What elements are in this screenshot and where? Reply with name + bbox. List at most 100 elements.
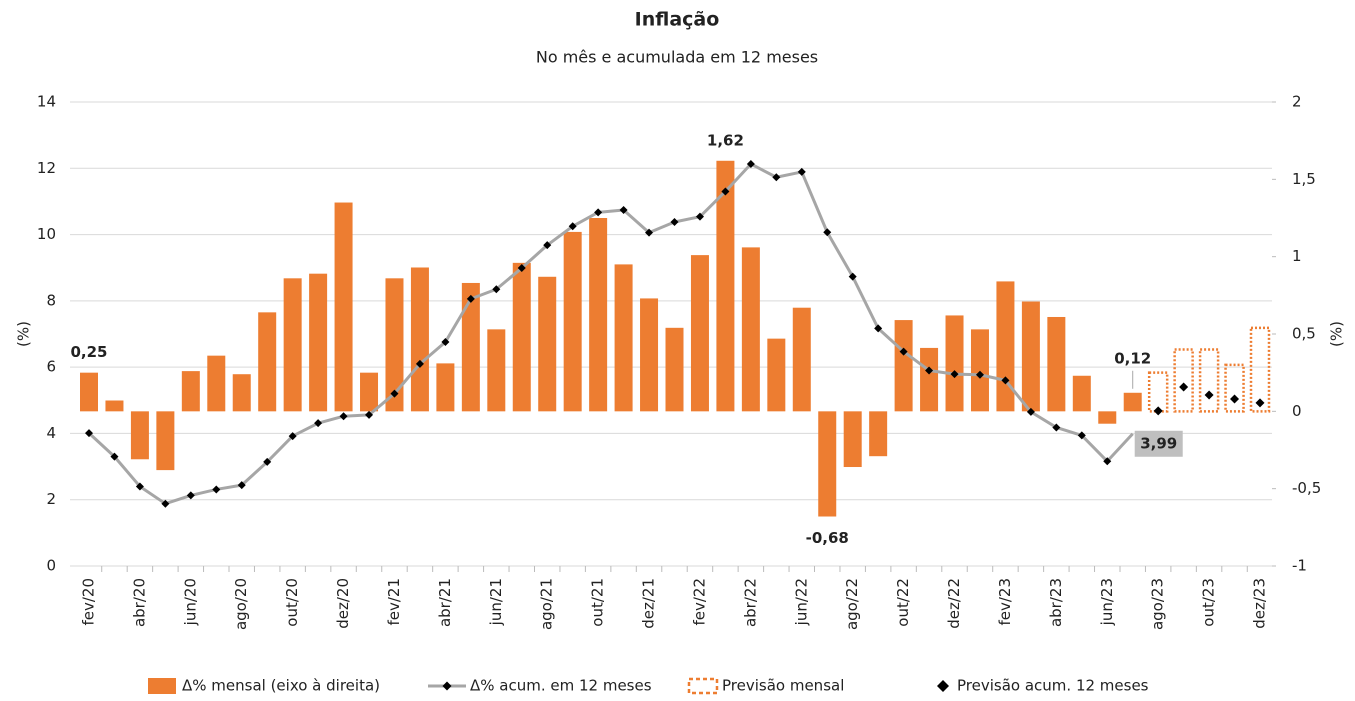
bar: [181, 371, 200, 412]
line-marker: [899, 347, 908, 356]
bar: [665, 327, 684, 412]
x-tick-label: dez/21: [640, 578, 658, 629]
x-tick-label: ago/23: [1149, 578, 1167, 630]
bar: [105, 400, 124, 412]
bar: [818, 411, 837, 517]
line-marker: [339, 412, 348, 421]
x-tick-label: jun/23: [1098, 578, 1116, 626]
line-marker: [161, 499, 170, 508]
bar: [843, 411, 862, 468]
x-tick-label: dez/20: [334, 578, 352, 629]
bar: [385, 278, 404, 412]
line-marker: [823, 228, 832, 237]
bar: [614, 264, 633, 412]
x-tick-label: jun/20: [181, 578, 199, 626]
line-marker: [212, 485, 221, 494]
y2-axis-label: (%): [1328, 321, 1346, 347]
forecast-bar: [1198, 348, 1220, 413]
x-tick-label: ago/21: [538, 578, 556, 630]
line-marker: [1077, 431, 1086, 440]
line-marker: [772, 173, 781, 182]
y2-tick-label: 1,5: [1292, 170, 1316, 188]
bar: [1021, 301, 1040, 412]
forecast-marker: [1230, 394, 1240, 404]
bar: [741, 247, 760, 412]
bar: [436, 363, 455, 412]
x-tick-label: out/22: [894, 578, 912, 627]
line-marker: [568, 222, 577, 231]
y2-tick-label: 2: [1292, 93, 1302, 111]
value-label: 3,99: [1140, 434, 1177, 452]
bar: [690, 255, 709, 412]
bar: [1072, 375, 1091, 412]
line-marker: [365, 410, 374, 419]
x-tick-label: fev/22: [690, 578, 708, 626]
bar: [309, 273, 328, 412]
forecast-bar: [1224, 363, 1245, 413]
legend-swatch: [442, 681, 452, 691]
forecast-marker: [1179, 382, 1189, 392]
bar: [996, 281, 1015, 412]
legend-label: Δ% mensal (eixo à direita): [182, 677, 380, 695]
line-marker: [848, 272, 857, 281]
bar: [207, 355, 226, 412]
x-tick-label: out/20: [283, 578, 301, 627]
line-marker: [1052, 423, 1061, 432]
line-marker: [746, 159, 755, 168]
forecast-bar: [1147, 371, 1169, 413]
forecast-marker: [1204, 390, 1214, 400]
bar: [563, 231, 582, 412]
y-tick-label: 6: [46, 358, 56, 376]
bar: [512, 262, 531, 412]
value-label: 0,25: [70, 343, 107, 361]
line-marker: [237, 481, 246, 490]
line-marker: [390, 389, 399, 398]
x-tick-label: out/23: [1200, 578, 1218, 627]
bar: [283, 278, 302, 412]
bar: [156, 411, 175, 471]
bar: [970, 329, 989, 412]
x-tick-label: abr/22: [741, 578, 759, 627]
y2-tick-label: -0,5: [1292, 479, 1321, 497]
line-marker: [619, 206, 628, 215]
bar: [1098, 411, 1117, 424]
x-tick-label: fev/20: [80, 578, 98, 626]
value-label: 0,12: [1114, 349, 1151, 367]
value-label: -0,68: [806, 529, 849, 547]
x-tick-label: abr/23: [1047, 578, 1065, 627]
bar: [410, 267, 429, 412]
line-marker: [721, 187, 730, 196]
forecast-bar: [1249, 326, 1271, 413]
line-marker: [950, 370, 959, 379]
x-tick-label: jun/22: [792, 578, 810, 626]
line-marker: [85, 429, 93, 438]
forecast-marker: [1153, 406, 1163, 416]
legend-swatch: [148, 678, 176, 694]
bar: [716, 160, 735, 412]
x-tick-label: jun/21: [487, 578, 505, 626]
line-marker: [288, 432, 297, 441]
line-marker: [975, 370, 984, 379]
y-tick-label: 4: [46, 424, 56, 442]
line-marker: [135, 482, 144, 491]
line-marker: [670, 217, 679, 226]
line-marker: [645, 228, 654, 237]
bar: [589, 218, 608, 412]
legend-label: Previsão mensal: [722, 677, 844, 695]
value-label-box: [1134, 430, 1183, 457]
x-tick-label: dez/22: [945, 578, 963, 629]
line-marker: [797, 167, 806, 176]
y2-tick-label: 0: [1292, 402, 1302, 420]
line-marker: [594, 208, 603, 217]
x-tick-label: abr/20: [130, 578, 148, 627]
bar: [945, 315, 964, 412]
bar: [792, 307, 811, 412]
x-tick-label: ago/22: [843, 578, 861, 630]
line-marker: [186, 491, 195, 500]
y2-tick-label: -1: [1292, 557, 1307, 575]
bar: [130, 411, 149, 460]
bar: [767, 338, 786, 412]
y-tick-label: 0: [46, 557, 56, 575]
x-tick-label: out/21: [589, 578, 607, 627]
